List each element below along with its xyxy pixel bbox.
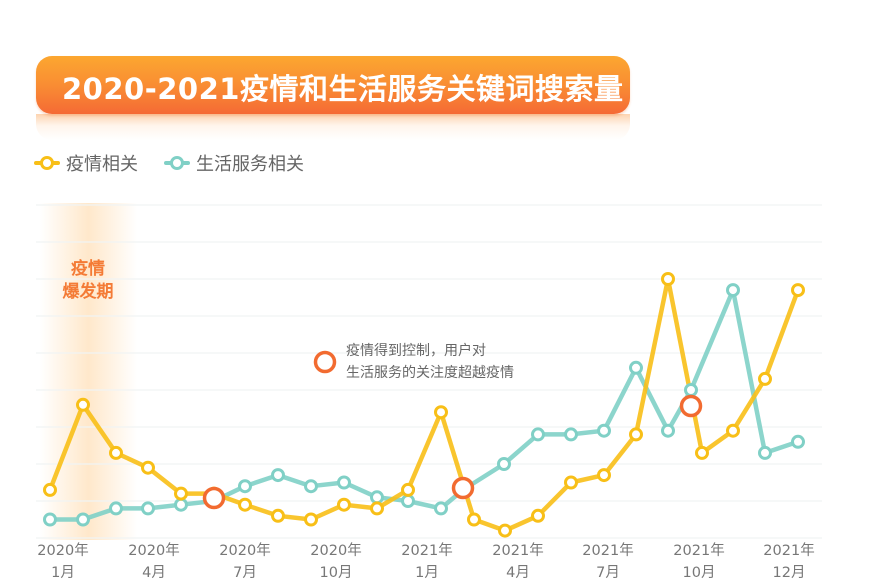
data-point[interactable] <box>434 501 448 516</box>
data-point[interactable] <box>370 501 384 516</box>
outbreak-period-label: 疫情 爆发期 <box>52 258 124 304</box>
data-point[interactable] <box>304 479 318 494</box>
data-point[interactable] <box>174 486 188 501</box>
data-point[interactable] <box>271 508 285 523</box>
data-point[interactable] <box>791 434 805 449</box>
data-point[interactable] <box>497 457 511 471</box>
annotation-line1: 疫情得到控制，用户对 <box>346 343 486 359</box>
data-point[interactable] <box>238 497 252 512</box>
data-point[interactable] <box>629 427 643 442</box>
data-point[interactable] <box>498 523 512 538</box>
data-point[interactable] <box>337 475 351 490</box>
data-point[interactable] <box>597 468 611 483</box>
outbreak-label-line2: 爆发期 <box>62 282 114 302</box>
data-point[interactable] <box>564 475 578 490</box>
data-point[interactable] <box>597 423 611 438</box>
annotation-text: 疫情得到控制，用户对 生活服务的关注度超越疫情 <box>346 340 514 384</box>
x-axis-tick-label: 2021年 1月 <box>401 543 453 581</box>
data-point[interactable] <box>174 497 188 512</box>
crossover-marker-icon <box>679 394 703 418</box>
x-axis-tick-label: 2020年 10月 <box>310 543 362 581</box>
data-point[interactable] <box>401 482 415 497</box>
crossover-marker-icon <box>451 476 475 500</box>
data-point[interactable] <box>758 371 772 386</box>
title-banner <box>36 56 630 114</box>
data-point[interactable] <box>684 383 698 397</box>
title-reflection <box>36 114 630 140</box>
data-point[interactable] <box>531 427 545 442</box>
data-point[interactable] <box>141 460 155 475</box>
data-point[interactable] <box>726 423 740 438</box>
data-point[interactable] <box>76 512 90 527</box>
data-point[interactable] <box>76 397 90 412</box>
x-axis-tick-label: 2020年 1月 <box>37 543 89 581</box>
data-point[interactable] <box>791 283 805 298</box>
data-point[interactable] <box>661 423 675 438</box>
data-point[interactable] <box>401 494 415 508</box>
data-point[interactable] <box>629 360 643 375</box>
outbreak-period-band <box>40 203 137 540</box>
data-point[interactable] <box>661 272 675 286</box>
x-axis-tick-label: 2020年 7月 <box>219 543 271 581</box>
data-point[interactable] <box>141 501 155 516</box>
data-point[interactable] <box>434 405 448 420</box>
legend: 疫情相关 生活服务相关 <box>34 150 304 176</box>
legend-label: 生活服务相关 <box>196 154 304 175</box>
crossover-marker-icon <box>202 486 226 510</box>
legend-item-epidemic[interactable]: 疫情相关 <box>34 150 138 176</box>
annotation-marker-icon <box>313 350 337 374</box>
data-point[interactable] <box>370 490 384 505</box>
data-point[interactable] <box>337 497 351 512</box>
x-axis-tick-label: 2021年 10月 <box>673 543 725 581</box>
data-point[interactable] <box>43 512 57 527</box>
data-point[interactable] <box>531 508 545 523</box>
chart-title: 2020-2021疫情和生活服务关键词搜索量 <box>62 72 624 106</box>
data-point[interactable] <box>238 479 252 494</box>
data-point[interactable] <box>43 482 57 497</box>
data-point[interactable] <box>726 283 740 298</box>
annotation-line2: 生活服务的关注度超越疫情 <box>346 365 514 381</box>
legend-label: 疫情相关 <box>66 154 138 175</box>
data-point[interactable] <box>271 468 285 483</box>
data-point[interactable] <box>467 512 481 527</box>
x-axis-tick-label: 2021年 4月 <box>492 543 544 581</box>
data-point[interactable] <box>758 445 772 460</box>
x-axis-tick-label: 2021年 12月 <box>763 543 815 581</box>
data-point[interactable] <box>695 445 709 460</box>
x-axis-tick-label: 2020年 4月 <box>128 543 180 581</box>
legend-item-life-services[interactable]: 生活服务相关 <box>164 150 304 176</box>
line-marker-icon <box>164 156 190 170</box>
line-marker-icon <box>34 156 60 170</box>
data-point[interactable] <box>564 427 578 442</box>
data-point[interactable] <box>109 445 123 460</box>
x-axis-tick-label: 2021年 7月 <box>582 543 634 581</box>
outbreak-label-line1: 疫情 <box>71 259 105 279</box>
data-point[interactable] <box>109 501 123 516</box>
data-point[interactable] <box>304 512 318 527</box>
